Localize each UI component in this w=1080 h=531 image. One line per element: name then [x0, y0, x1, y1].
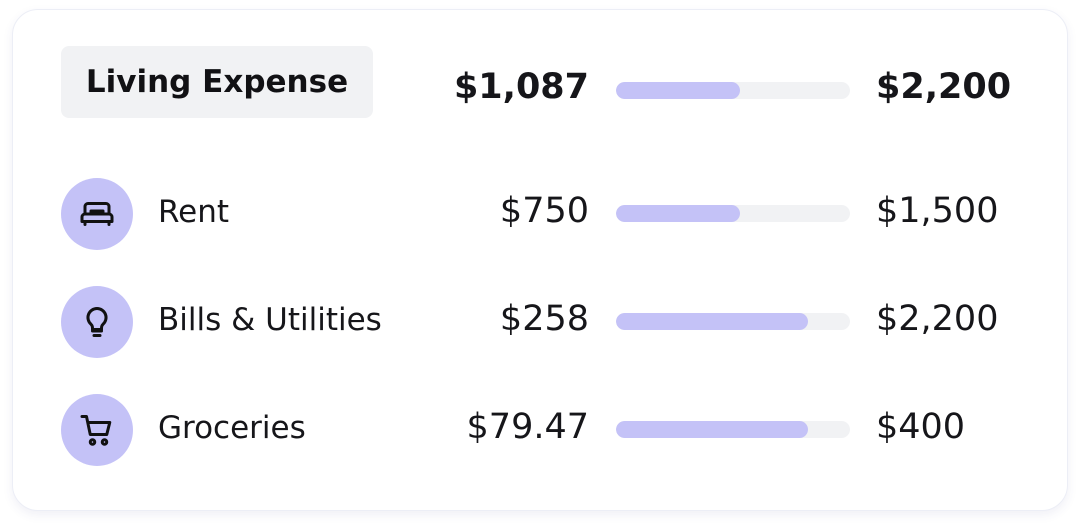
total-progress-bar [616, 82, 850, 99]
living-expense-card: Living Expense $1,087 $2,200 Rent $750 $… [12, 9, 1068, 511]
category-spent-groceries: $79.47 [466, 407, 589, 447]
groceries-icon-badge [61, 394, 133, 466]
category-budget-bills-utilities: $2,200 [876, 299, 999, 339]
category-group-title: Living Expense [61, 46, 373, 118]
category-progress-fill-groceries [616, 421, 808, 438]
category-progress-bar-rent [616, 205, 850, 222]
category-progress-fill-rent [616, 205, 741, 222]
category-progress-fill-bills-utilities [616, 313, 808, 330]
lightbulb-icon [86, 306, 108, 337]
category-spent-bills-utilities: $258 [499, 299, 589, 339]
total-progress-fill [616, 82, 741, 99]
category-label-groceries: Groceries [158, 410, 306, 446]
category-budget-groceries: $400 [876, 407, 966, 447]
category-progress-bar-groceries [616, 421, 850, 438]
bed-icon [80, 202, 114, 226]
category-progress-bar-bills-utilities [616, 313, 850, 330]
total-spent-amount: $1,087 [453, 67, 589, 107]
category-label-rent: Rent [158, 194, 230, 230]
category-label-bills-utilities: Bills & Utilities [158, 302, 382, 338]
shopping-cart-icon [80, 415, 112, 446]
bills-icon-badge [61, 286, 133, 358]
category-spent-rent: $750 [499, 191, 589, 231]
category-budget-rent: $1,500 [876, 191, 999, 231]
rent-icon-badge [61, 178, 133, 250]
category-group-title-text: Living Expense [85, 64, 349, 100]
total-budget-amount: $2,200 [876, 67, 1012, 107]
